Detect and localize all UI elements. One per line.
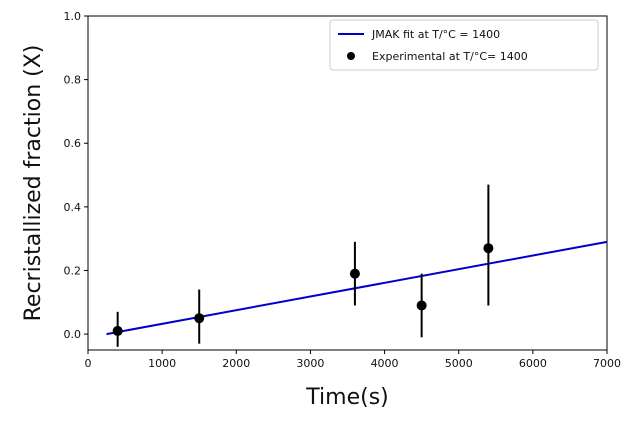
legend-box <box>329 19 599 71</box>
x-tick-label: 5000 <box>445 357 473 370</box>
y-axis-title: Recristallized fraction (X) <box>21 45 46 322</box>
x-axis-title: Time(s) <box>305 385 388 410</box>
data-point <box>483 243 494 254</box>
x-tick-label: 3000 <box>296 357 324 370</box>
y-tick-label: 0.8 <box>64 74 82 87</box>
y-axis-ticks: 0.0 0.2 0.4 0.6 0.8 1.0 <box>64 10 88 341</box>
plot-area <box>87 15 608 351</box>
x-tick-label: 4000 <box>371 357 399 370</box>
y-tick-label: 1.0 <box>64 10 82 23</box>
legend-experimental-swatch <box>347 52 355 60</box>
x-tick-label: 6000 <box>519 357 547 370</box>
y-tick-label: 0.6 <box>64 137 82 150</box>
data-point <box>416 300 427 311</box>
legend-fit-label: JMAK fit at T/°C = 1400 <box>371 28 500 41</box>
y-tick-label: 0.0 <box>64 328 82 341</box>
x-tick-label: 0 <box>85 357 92 370</box>
y-tick-label: 0.2 <box>64 264 82 277</box>
x-axis-ticks: 0 1000 2000 3000 4000 5000 6000 7000 <box>85 350 621 370</box>
data-point <box>349 268 360 279</box>
y-tick-label: 0.4 <box>64 201 82 214</box>
plot-frame <box>87 15 608 351</box>
x-tick-label: 2000 <box>222 357 250 370</box>
x-tick-label: 1000 <box>148 357 176 370</box>
legend-experimental-label: Experimental at T/°C= 1400 <box>372 50 528 63</box>
series-layer <box>106 184 608 347</box>
data-point <box>194 313 205 324</box>
legend: JMAK fit at T/°C = 1400 Experimental at … <box>329 19 599 71</box>
data-point <box>112 325 123 336</box>
x-tick-label: 7000 <box>593 357 621 370</box>
fit-line <box>106 240 608 336</box>
